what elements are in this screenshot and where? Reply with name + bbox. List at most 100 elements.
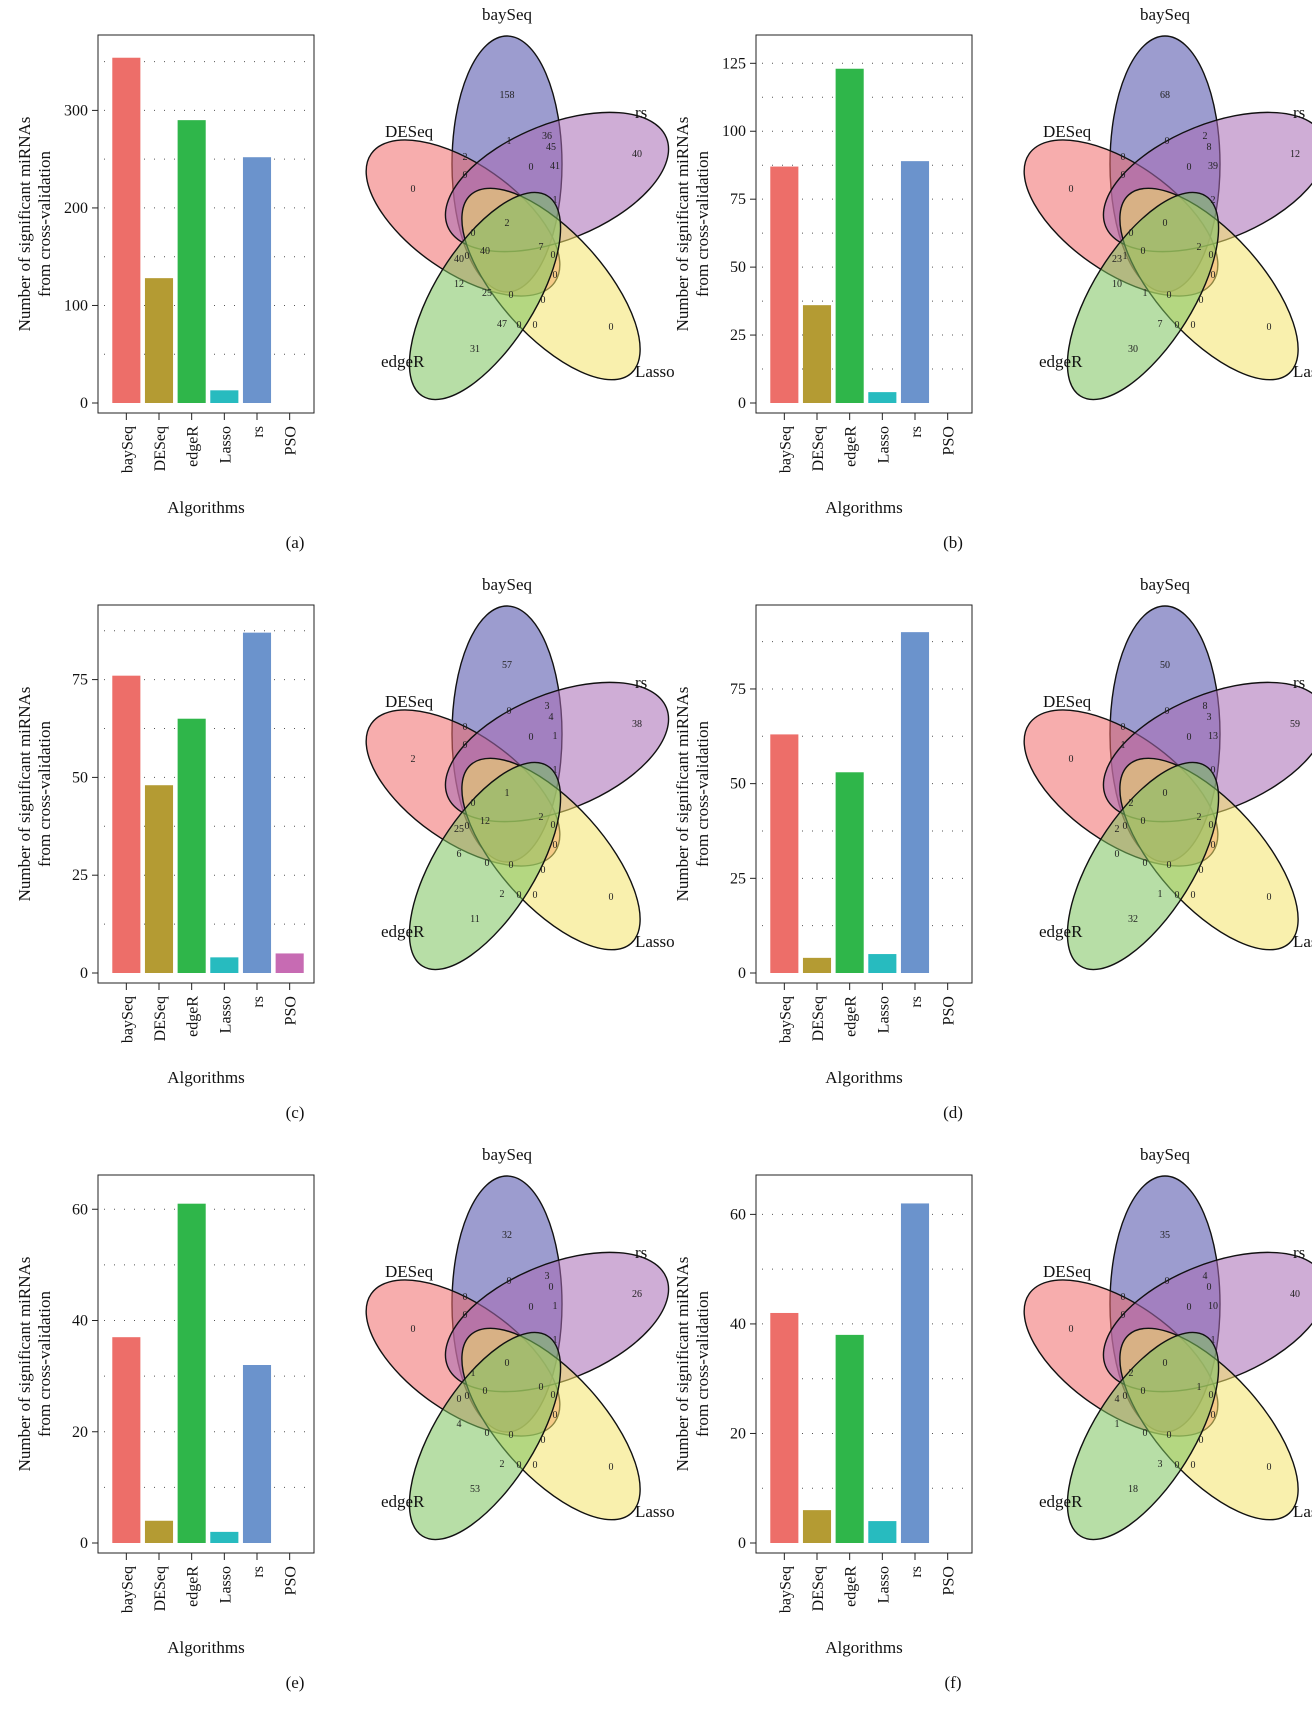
x-tick-label: DESeq bbox=[810, 1566, 827, 1611]
plot-frame bbox=[97, 604, 315, 984]
venn-region-count: 158 bbox=[500, 90, 515, 101]
venn-region-count: 4 bbox=[457, 1419, 462, 1430]
y-tick-label: 75 bbox=[72, 672, 88, 689]
venn-region-count: 0 bbox=[1191, 890, 1196, 901]
venn-region-count: 4 bbox=[1203, 1271, 1208, 1282]
bar-edger bbox=[835, 772, 864, 973]
venn-region-count: 0 bbox=[1267, 322, 1272, 333]
venn-region-count: 0 bbox=[1211, 1410, 1216, 1421]
x-tick-label: edgeR bbox=[185, 1566, 202, 1607]
y-tick-label: 0 bbox=[738, 395, 746, 412]
bar-bayseq bbox=[770, 166, 799, 403]
y-tick-label: 60 bbox=[72, 1201, 88, 1218]
bar-edger bbox=[177, 1203, 206, 1543]
y-tick-label: 0 bbox=[80, 965, 88, 982]
venn-region-count: 26 bbox=[632, 1289, 642, 1300]
venn-region-count: 0 bbox=[1209, 820, 1214, 831]
bar-rs bbox=[242, 1365, 272, 1543]
venn-region-count: 0 bbox=[1209, 1390, 1214, 1401]
x-tick-label: baySeq bbox=[777, 1566, 794, 1613]
venn-region-count: 0 bbox=[411, 1324, 416, 1335]
venn-region-count: 0 bbox=[1199, 295, 1204, 306]
venn-diagram: baySeqDESeqrsLassoedgeR15804003136120450… bbox=[365, 5, 675, 401]
bar-lasso bbox=[210, 390, 239, 403]
venn-region-count: 0 bbox=[1167, 290, 1172, 301]
venn-region-count: 2 bbox=[539, 812, 544, 823]
venn-region-count: 0 bbox=[553, 840, 558, 851]
venn-ellipse-edger bbox=[1066, 761, 1220, 971]
x-tick-label: Lasso bbox=[217, 996, 234, 1033]
x-tick-label: PSO bbox=[941, 426, 958, 455]
venn-region-count: 2 bbox=[1197, 812, 1202, 823]
venn-region-count: 0 bbox=[1211, 765, 1216, 776]
venn-region-count: 30 bbox=[1128, 344, 1138, 355]
x-tick-label: DESeq bbox=[152, 996, 169, 1041]
venn-set-label: rs bbox=[1293, 103, 1305, 122]
bar-deseq bbox=[144, 1520, 174, 1543]
venn-region-count: 2 bbox=[411, 754, 416, 765]
y-axis-title-line: Number of significant miRNAs bbox=[673, 117, 692, 332]
y-tick-label: 25 bbox=[72, 867, 88, 884]
venn-region-count: 0 bbox=[1143, 1428, 1148, 1439]
venn-region-count: 0 bbox=[463, 1292, 468, 1303]
bar-edger bbox=[835, 68, 864, 404]
venn-region-count: 0 bbox=[463, 1310, 468, 1321]
x-tick-label: DESeq bbox=[810, 426, 827, 471]
venn-region-count: 0 bbox=[609, 1462, 614, 1473]
venn-region-count: 40 bbox=[480, 246, 490, 257]
venn-region-count: 36 bbox=[542, 131, 552, 142]
bar-lasso bbox=[210, 957, 239, 973]
bar-edger bbox=[177, 718, 206, 973]
venn-region-count: 12 bbox=[454, 279, 464, 290]
x-tick-label: rs bbox=[908, 996, 925, 1008]
venn-region-count: 0 bbox=[1211, 270, 1216, 281]
venn-region-count: 0 bbox=[1165, 706, 1170, 717]
x-axis-title: Algorithms bbox=[825, 1068, 902, 1087]
venn-region-count: 0 bbox=[609, 322, 614, 333]
venn-set-label: DESeq bbox=[385, 122, 434, 141]
venn-region-count: 2 bbox=[1197, 242, 1202, 253]
bar-pso bbox=[275, 953, 304, 973]
x-tick-label: Lasso bbox=[217, 426, 234, 463]
bar-deseq bbox=[802, 957, 832, 973]
y-axis-title-line: Number of significant miRNAs bbox=[15, 117, 34, 332]
venn-region-count: 0 bbox=[1187, 1302, 1192, 1313]
x-tick-label: Lasso bbox=[217, 1566, 234, 1603]
y-axis-title-line: Number of significant miRNAs bbox=[15, 687, 34, 902]
venn-region-count: 0 bbox=[1121, 1292, 1126, 1303]
venn-region-count: 57 bbox=[502, 660, 512, 671]
y-tick-label: 60 bbox=[730, 1206, 746, 1223]
venn-region-count: 0 bbox=[1267, 892, 1272, 903]
venn-region-count: 1 bbox=[1197, 1382, 1202, 1393]
venn-region-count: 2 bbox=[1129, 798, 1134, 809]
venn-set-label: Lasso bbox=[1293, 1502, 1312, 1521]
venn-region-count: 12 bbox=[1290, 149, 1300, 160]
y-axis-title: Number of significant miRNAsfrom cross-v… bbox=[15, 687, 54, 902]
y-tick-label: 40 bbox=[730, 1316, 746, 1333]
plot-frame bbox=[97, 34, 315, 414]
venn-region-count: 0 bbox=[1115, 849, 1120, 860]
venn-region-count: 0 bbox=[1123, 821, 1128, 832]
venn-region-count: 0 bbox=[1187, 162, 1192, 173]
venn-region-count: 0 bbox=[529, 162, 534, 173]
x-tick-label: PSO bbox=[283, 996, 300, 1025]
venn-set-label: DESeq bbox=[385, 692, 434, 711]
venn-region-count: 1 bbox=[553, 1301, 558, 1312]
venn-region-count: 4 bbox=[549, 712, 554, 723]
venn-ellipse-edger bbox=[1066, 1331, 1220, 1541]
venn-region-count: 1 bbox=[553, 1335, 558, 1346]
y-tick-label: 75 bbox=[730, 681, 746, 698]
venn-region-count: 0 bbox=[539, 1382, 544, 1393]
y-axis-title: Number of significant miRNAsfrom cross-v… bbox=[673, 687, 712, 902]
venn-region-count: 0 bbox=[483, 1386, 488, 1397]
y-axis-title-line: Number of significant miRNAs bbox=[673, 687, 692, 902]
venn-region-count: 0 bbox=[1211, 840, 1216, 851]
venn-region-count: 0 bbox=[1267, 1462, 1272, 1473]
venn-region-count: 0 bbox=[549, 1282, 554, 1293]
venn-region-count: 0 bbox=[533, 1460, 538, 1471]
y-tick-label: 200 bbox=[64, 200, 88, 217]
plot-frame bbox=[755, 34, 973, 414]
bar-bayseq bbox=[770, 734, 799, 973]
x-tick-label: baySeq bbox=[119, 1566, 136, 1613]
